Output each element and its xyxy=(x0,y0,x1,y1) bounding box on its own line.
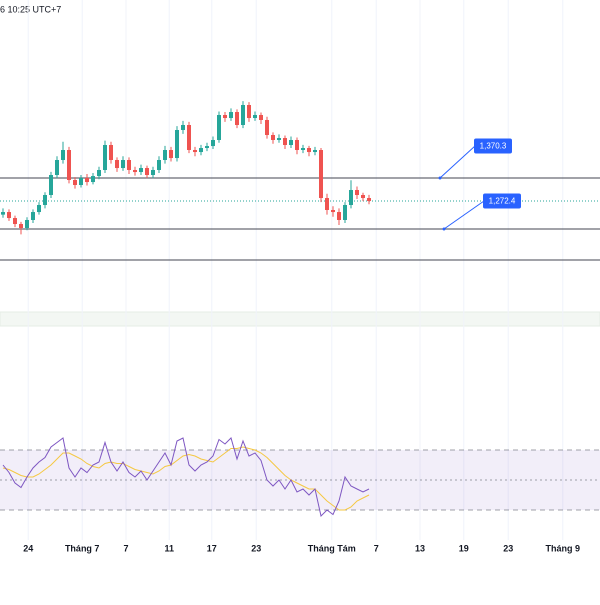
x-tick-label: 13 xyxy=(415,543,425,553)
price-label-box xyxy=(483,193,521,209)
candle-body xyxy=(133,170,137,173)
candle-body xyxy=(193,150,197,153)
candle-body xyxy=(211,140,215,147)
candle-body xyxy=(97,170,101,177)
candle-body xyxy=(277,138,281,140)
candle-body xyxy=(85,178,89,183)
x-tick-label: Tháng Tám xyxy=(308,543,356,553)
candle-body xyxy=(151,170,155,175)
x-tick-label: 24 xyxy=(23,543,33,553)
candle-body xyxy=(241,105,245,125)
candle-body xyxy=(145,168,149,175)
candle-body xyxy=(307,148,311,153)
candle-body xyxy=(121,160,125,169)
candle-body xyxy=(49,175,53,195)
candle-body xyxy=(61,150,65,160)
callout-line xyxy=(439,145,476,179)
candle-body xyxy=(79,178,83,185)
candle-body xyxy=(313,150,317,153)
price-label-box xyxy=(474,138,512,154)
candle-body xyxy=(37,205,41,213)
x-tick-label: 17 xyxy=(207,543,217,553)
callout-anchor xyxy=(442,227,446,231)
candle-body xyxy=(91,176,95,183)
candle-body xyxy=(283,138,287,145)
candle-body xyxy=(139,168,143,173)
rsi-ma-line xyxy=(2,446,370,511)
candle-body xyxy=(19,224,23,229)
candle-body xyxy=(361,195,365,199)
price-label: 1,370.3 xyxy=(480,142,507,151)
candle-body xyxy=(331,210,335,213)
candle-body xyxy=(103,145,107,170)
x-tick-label: 23 xyxy=(503,543,513,553)
x-tick-label: 23 xyxy=(251,543,261,553)
candle-body xyxy=(295,140,299,150)
callout-line xyxy=(443,200,485,230)
candle-body xyxy=(55,160,59,175)
candle-body xyxy=(67,150,71,180)
x-tick-label: 11 xyxy=(164,543,174,553)
candle-body xyxy=(337,212,341,220)
candle-body xyxy=(265,120,269,135)
candle-body xyxy=(301,148,305,150)
pane-separator xyxy=(0,311,600,327)
candle-body xyxy=(175,130,179,159)
candle-body xyxy=(247,105,251,119)
candle-body xyxy=(229,112,233,119)
candle-body xyxy=(73,180,77,185)
candle-body xyxy=(13,218,17,225)
candle-body xyxy=(187,125,191,150)
candle-body xyxy=(43,195,47,205)
candle-body xyxy=(217,115,221,140)
x-tick-label: 19 xyxy=(459,543,469,553)
candle-body xyxy=(253,115,257,119)
candle-body xyxy=(271,135,275,140)
candle-body xyxy=(25,220,29,229)
candle-body xyxy=(349,190,353,205)
candle-body xyxy=(127,160,131,170)
candle-body xyxy=(199,148,203,153)
candle-body xyxy=(1,212,5,215)
x-tick-label: 7 xyxy=(123,543,128,553)
candle-body xyxy=(169,150,173,159)
rsi-line xyxy=(2,437,370,517)
x-tick-label: 7 xyxy=(374,543,379,553)
candle-body xyxy=(289,140,293,145)
candle-body xyxy=(325,198,329,210)
candle-body xyxy=(157,160,161,170)
candle-body xyxy=(205,146,209,149)
candle-body xyxy=(181,125,185,130)
candle-body xyxy=(7,212,11,219)
x-tick-label: Tháng 7 xyxy=(65,543,100,553)
x-tick-label: Tháng 9 xyxy=(546,543,581,553)
callout-anchor xyxy=(438,176,442,180)
candle-body xyxy=(163,150,167,160)
candle-body xyxy=(319,150,323,199)
candle-body xyxy=(235,112,239,125)
candle-body xyxy=(259,115,263,120)
chart-title: 6 10:25 UTC+7 xyxy=(0,4,61,14)
price-label: 1,272.4 xyxy=(489,197,516,206)
candle-body xyxy=(367,198,371,202)
candle-body xyxy=(31,212,35,220)
candle-body xyxy=(343,205,347,220)
candle-body xyxy=(109,145,113,160)
candle-body xyxy=(223,115,227,119)
candle-body xyxy=(355,190,359,195)
candle-body xyxy=(115,160,119,169)
